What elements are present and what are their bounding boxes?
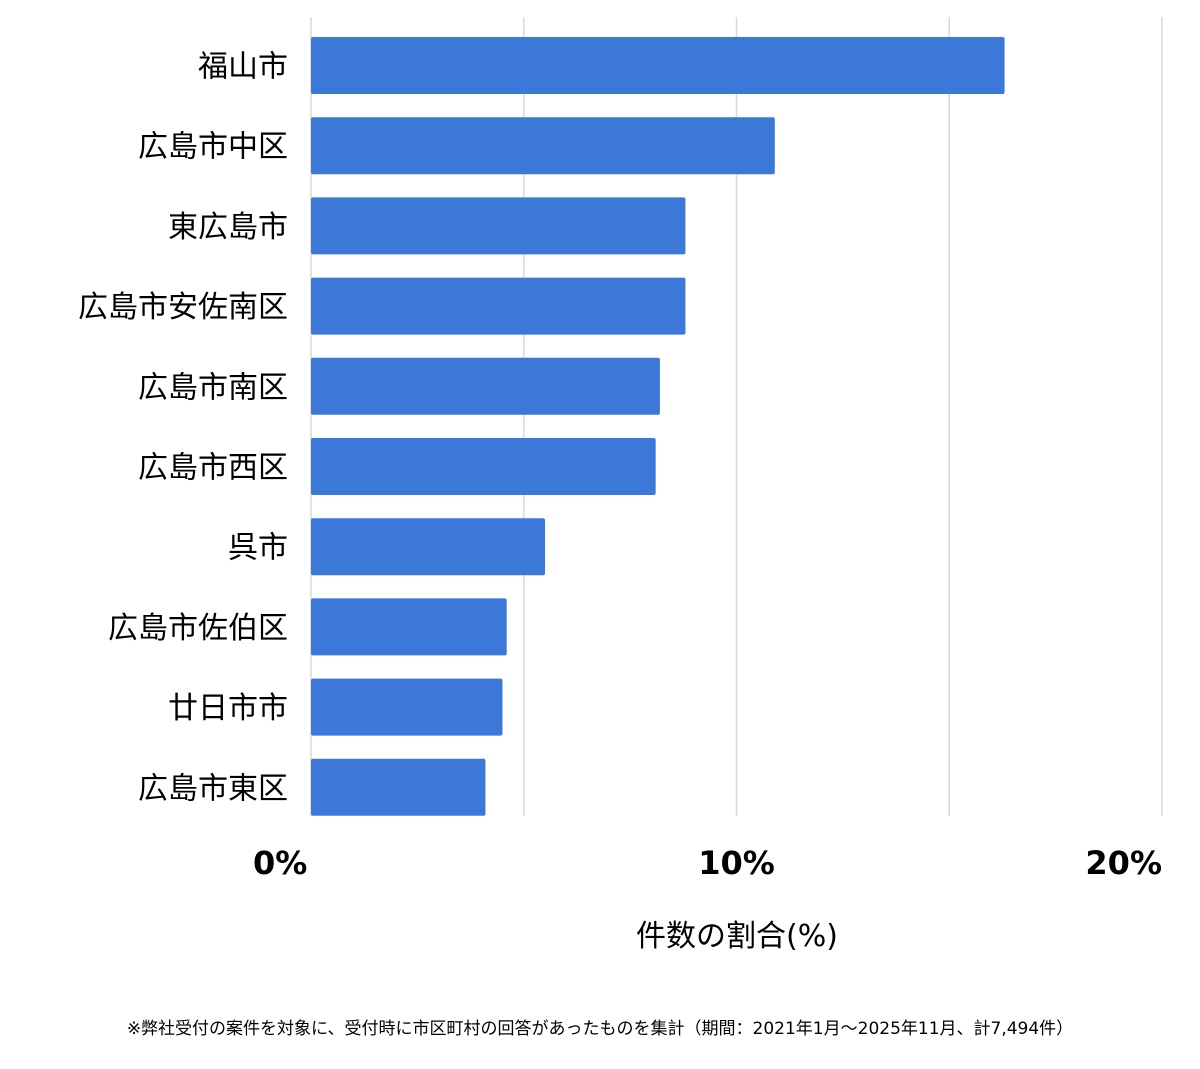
category-label-6: 呉市 <box>228 531 288 566</box>
category-label-8: 廿日市市 <box>168 691 288 726</box>
x-tick-label-10: 10% <box>698 844 775 882</box>
category-label-2: 東広島市 <box>168 210 288 245</box>
category-label-5: 広島市西区 <box>138 451 288 486</box>
bar-2 <box>311 197 686 255</box>
x-axis-title: 件数の割合(%) <box>636 919 838 954</box>
bar-6 <box>311 518 546 576</box>
category-label-4: 広島市南区 <box>138 370 288 405</box>
bar-7 <box>311 598 507 656</box>
category-label-9: 広島市東区 <box>138 771 288 806</box>
footnote: ※弊社受付の案件を対象に、受付時に市区町村の回答があったものを集計（期間：202… <box>126 1019 1074 1039</box>
category-label-7: 広島市佐伯区 <box>108 611 288 646</box>
bars <box>311 37 1005 816</box>
bar-5 <box>311 438 656 495</box>
bar-8 <box>311 678 503 736</box>
category-labels: 福山市広島市中区東広島市広島市安佐南区広島市南区広島市西区呉市広島市佐伯区廿日市… <box>78 50 288 807</box>
bar-1 <box>311 117 775 175</box>
category-label-0: 福山市 <box>198 50 288 85</box>
bar-4 <box>311 357 660 415</box>
x-axis-tick-labels: 0% 10% 20% <box>253 844 1162 882</box>
category-label-1: 広島市中区 <box>138 130 288 165</box>
bar-3 <box>311 277 686 335</box>
category-label-3: 広島市安佐南区 <box>78 290 288 325</box>
x-tick-label-20: 20% <box>1085 844 1162 882</box>
x-tick-label-0: 0% <box>253 844 307 882</box>
bar-0 <box>311 37 1005 94</box>
bar-9 <box>311 758 486 816</box>
